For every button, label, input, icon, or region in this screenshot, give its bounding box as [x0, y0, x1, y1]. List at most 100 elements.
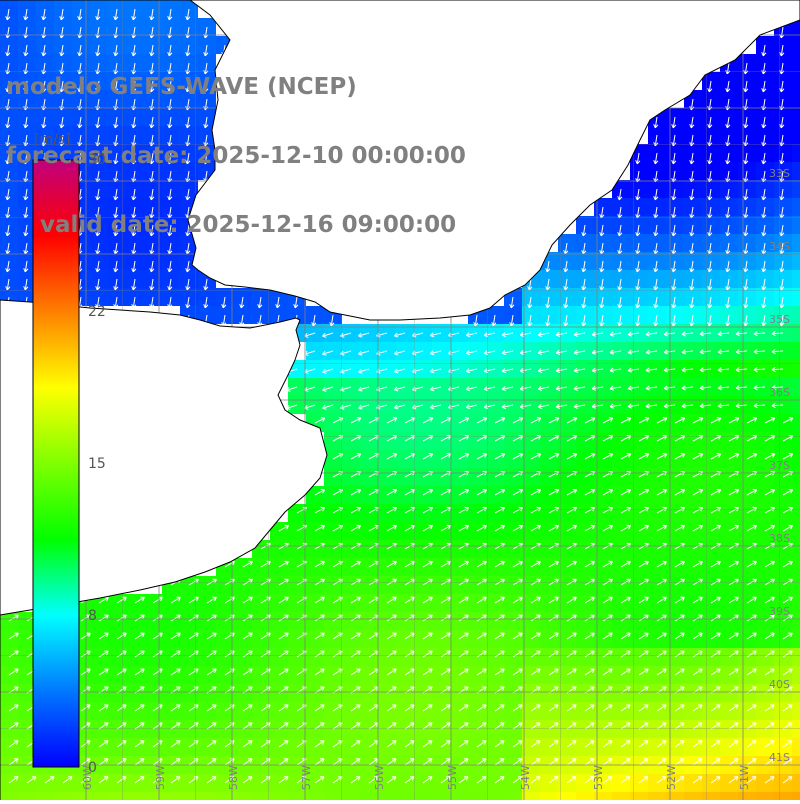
field-cell: [792, 306, 800, 324]
field-cell: [792, 648, 800, 666]
field-cell: [792, 738, 800, 756]
field-cell: [792, 144, 800, 162]
field-cell: [342, 792, 360, 800]
lon-label: 55W: [446, 765, 459, 790]
colorbar-tick-label: 15: [88, 456, 106, 472]
field-cell: [522, 792, 540, 800]
field-cell: [792, 126, 800, 144]
field-cell: [270, 792, 288, 800]
field-cell: [108, 792, 126, 800]
field-cell: [792, 432, 800, 450]
field-cell: [432, 792, 450, 800]
field-cell: [18, 792, 36, 800]
field-cell: [468, 792, 486, 800]
field-cell: [252, 792, 270, 800]
field-cell: [288, 792, 306, 800]
lat-label: 38S: [769, 532, 790, 545]
field-cell: [486, 792, 504, 800]
field-cell: [792, 522, 800, 540]
field-cell: [666, 792, 684, 800]
field-cell: [792, 360, 800, 378]
lat-label: 34S: [769, 240, 790, 253]
field-cell: [216, 792, 234, 800]
field-cell: [792, 270, 800, 288]
field-cell: [414, 792, 432, 800]
lon-label: 56W: [373, 765, 386, 790]
field-cell: [198, 792, 216, 800]
field-cell: [792, 504, 800, 522]
field-cell: [54, 792, 72, 800]
field-cell: [792, 342, 800, 360]
lon-label: 58W: [227, 765, 240, 790]
lat-label: 41S: [769, 751, 790, 764]
field-cell: [792, 558, 800, 576]
lat-label: 37S: [769, 459, 790, 472]
lat-label: 40S: [769, 678, 790, 691]
colorbar-tick-label: 22: [88, 304, 106, 320]
field-cell: [720, 792, 738, 800]
field-cell: [792, 252, 800, 270]
field-cell: [792, 612, 800, 630]
lon-label: 51W: [738, 765, 751, 790]
field-cell: [792, 666, 800, 684]
field-cell: [792, 702, 800, 720]
field-cell: [774, 792, 792, 800]
field-cell: [162, 792, 180, 800]
field-cell: [792, 684, 800, 702]
lat-label: 39S: [769, 605, 790, 618]
field-cell: [234, 792, 252, 800]
field-cell: [450, 792, 468, 800]
field-cell: [792, 792, 800, 800]
field-cell: [792, 180, 800, 198]
field-cell: [360, 792, 378, 800]
field-cell: [90, 792, 108, 800]
field-cell: [792, 486, 800, 504]
field-cell: [504, 792, 522, 800]
map-title: modelo GEFS-WAVE (NCEP) forecast date: 2…: [6, 30, 466, 260]
field-cell: [792, 414, 800, 432]
lat-label: 36S: [769, 386, 790, 399]
field-cell: [792, 450, 800, 468]
field-cell: [792, 594, 800, 612]
lat-label: 33S: [769, 167, 790, 180]
colorbar-tick-label: 8: [88, 608, 97, 624]
colorbar-tick-label: 30: [88, 152, 106, 168]
field-cell: [324, 792, 342, 800]
field-cell: [36, 792, 54, 800]
field-cell: [126, 792, 144, 800]
field-cell: [576, 792, 594, 800]
field-cell: [630, 792, 648, 800]
field-cell: [702, 792, 720, 800]
field-cell: [792, 90, 800, 108]
field-cell: [792, 378, 800, 396]
field-cell: [792, 630, 800, 648]
field-cell: [792, 162, 800, 180]
field-cell: [792, 774, 800, 792]
field-cell: [540, 792, 558, 800]
field-cell: [72, 792, 90, 800]
lon-label: 52W: [665, 765, 678, 790]
model-name: modelo GEFS-WAVE (NCEP): [6, 76, 466, 99]
lon-label: 59W: [154, 765, 167, 790]
field-cell: [792, 468, 800, 486]
field-cell: [792, 198, 800, 216]
field-cell: [0, 792, 18, 800]
field-cell: [792, 36, 800, 54]
valid-date: valid date: 2025-12-16 09:00:00: [6, 214, 466, 237]
field-cell: [756, 792, 774, 800]
field-cell: [792, 54, 800, 72]
field-cell: [792, 720, 800, 738]
lon-label: 53W: [592, 765, 605, 790]
field-cell: [792, 234, 800, 252]
field-cell: [792, 396, 800, 414]
field-cell: [792, 540, 800, 558]
lat-label: 35S: [769, 313, 790, 326]
forecast-date: forecast date: 2025-12-10 00:00:00: [6, 145, 466, 168]
field-cell: [612, 792, 630, 800]
field-cell: [396, 792, 414, 800]
field-cell: [792, 576, 800, 594]
field-cell: [684, 792, 702, 800]
colorbar-tick-label: 0: [88, 760, 97, 776]
field-cell: [738, 792, 756, 800]
field-cell: [792, 72, 800, 90]
